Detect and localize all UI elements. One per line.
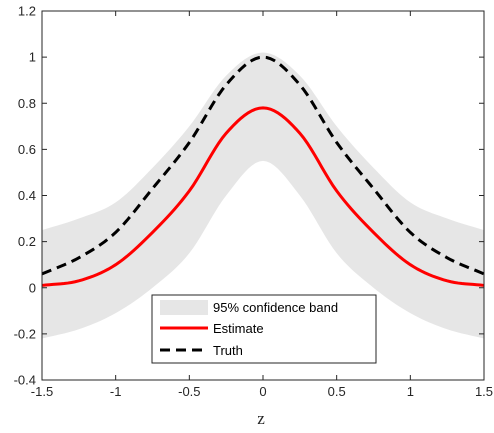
x-axis-label: z — [257, 409, 265, 428]
y-tick-label: 0.8 — [18, 96, 36, 111]
y-tick-label: 0.2 — [18, 234, 36, 249]
legend-label-truth: Truth — [213, 343, 243, 358]
legend-label-estimate: Estimate — [213, 321, 264, 336]
x-tick-label: 1 — [407, 384, 414, 399]
series-layer — [41, 55, 485, 287]
y-tick-label: -0.2 — [14, 326, 36, 341]
y-tick-label: 1.2 — [18, 4, 36, 19]
confidence-band-layer — [42, 52, 484, 339]
confidence-band — [42, 52, 484, 339]
x-tick-label: 0 — [259, 384, 266, 399]
legend-label-band: 95% confidence band — [213, 300, 338, 315]
axes — [41, 10, 485, 381]
x-tick-label: 0.5 — [328, 384, 346, 399]
y-tick-label: 0.6 — [18, 142, 36, 157]
legend-band-swatch — [160, 300, 208, 315]
legend: 95% confidence band Estimate Truth — [151, 294, 377, 364]
series-line-estimate — [41, 106, 485, 287]
series-line-truth — [41, 55, 485, 276]
x-tick-label: -1.5 — [31, 384, 53, 399]
y-tick-label: 0.4 — [18, 188, 36, 203]
x-tick-label: 1.5 — [475, 384, 493, 399]
y-tick-label: 1 — [29, 50, 36, 65]
x-tick-label: -0.5 — [178, 384, 200, 399]
y-tick-label: -0.4 — [14, 373, 36, 388]
x-tick-label: -1 — [110, 384, 122, 399]
y-tick-label: 0 — [29, 280, 36, 295]
tick-labels: -1.5 -1 -0.5 0 0.5 1 1.5 -0.4 -0.2 0 0.2 0.4 0.6 0.8 1… — [14, 4, 493, 400]
